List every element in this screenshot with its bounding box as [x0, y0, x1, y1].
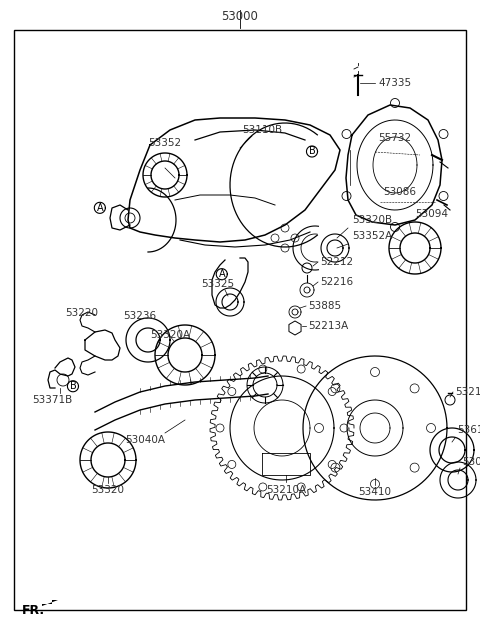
Text: 53885: 53885 [308, 301, 341, 311]
Text: 53086: 53086 [383, 187, 416, 197]
Text: A: A [218, 269, 225, 279]
Text: 52216: 52216 [320, 277, 353, 287]
Text: 53220: 53220 [65, 308, 98, 318]
Text: 53320B: 53320B [352, 215, 392, 225]
Text: 53094: 53094 [415, 209, 448, 219]
Text: 53352A: 53352A [352, 231, 392, 241]
Text: 53410: 53410 [359, 487, 392, 497]
Text: 53110B: 53110B [242, 125, 282, 135]
Text: 47335: 47335 [378, 78, 411, 88]
Text: 53320A: 53320A [150, 330, 190, 340]
Polygon shape [42, 600, 58, 606]
Text: 53325: 53325 [202, 279, 235, 289]
Text: 53610C: 53610C [457, 425, 480, 435]
Text: 52212: 52212 [320, 257, 353, 267]
Text: 52213A: 52213A [308, 321, 348, 331]
Text: 53371B: 53371B [32, 395, 72, 405]
Text: 53000: 53000 [222, 9, 258, 23]
Text: 55732: 55732 [378, 133, 411, 143]
Text: A: A [96, 203, 103, 213]
Text: B: B [70, 381, 76, 391]
Text: 53320: 53320 [92, 485, 124, 495]
Text: 53236: 53236 [123, 311, 156, 321]
Text: 53064: 53064 [462, 457, 480, 467]
Text: 53215: 53215 [455, 387, 480, 397]
Text: 53352: 53352 [148, 138, 181, 148]
Text: FR.: FR. [22, 603, 45, 617]
Text: 53040A: 53040A [125, 435, 165, 445]
Text: B: B [309, 146, 315, 156]
Text: 53210A: 53210A [266, 485, 306, 495]
